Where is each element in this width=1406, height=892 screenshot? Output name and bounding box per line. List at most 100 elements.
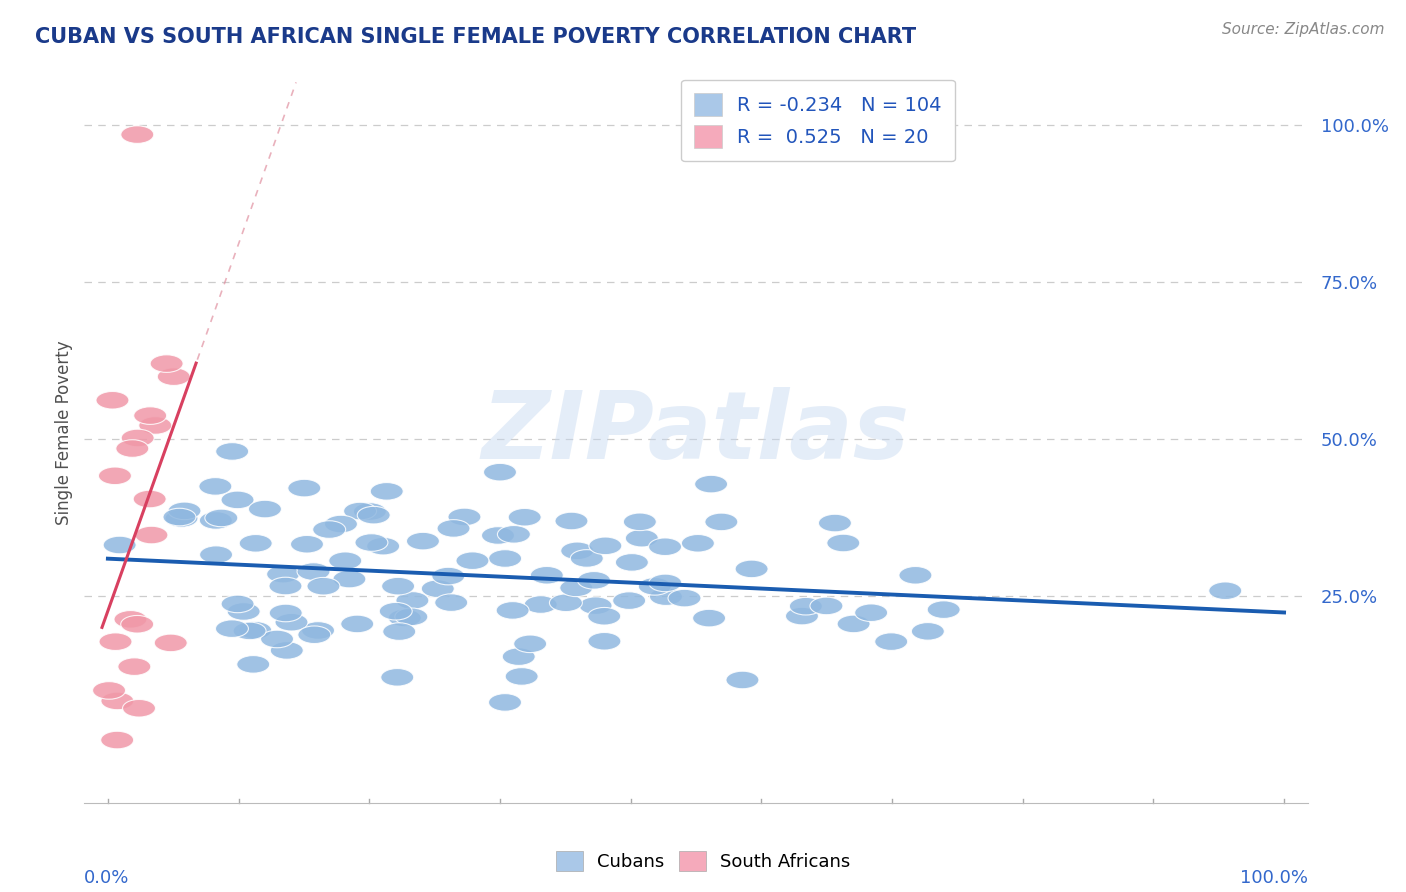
Ellipse shape <box>205 509 238 526</box>
Ellipse shape <box>325 516 357 533</box>
Ellipse shape <box>357 507 389 524</box>
Ellipse shape <box>911 623 945 640</box>
Ellipse shape <box>555 512 588 530</box>
Ellipse shape <box>157 368 190 385</box>
Ellipse shape <box>381 577 415 595</box>
Ellipse shape <box>381 668 413 686</box>
Ellipse shape <box>682 534 714 552</box>
Ellipse shape <box>101 692 134 710</box>
Ellipse shape <box>406 533 440 550</box>
Text: CUBAN VS SOUTH AFRICAN SINGLE FEMALE POVERTY CORRELATION CHART: CUBAN VS SOUTH AFRICAN SINGLE FEMALE POV… <box>35 27 917 47</box>
Ellipse shape <box>496 601 529 619</box>
Text: Source: ZipAtlas.com: Source: ZipAtlas.com <box>1222 22 1385 37</box>
Ellipse shape <box>333 570 366 588</box>
Ellipse shape <box>695 475 727 493</box>
Ellipse shape <box>560 579 593 597</box>
Ellipse shape <box>233 622 266 640</box>
Ellipse shape <box>388 609 422 627</box>
Ellipse shape <box>456 552 489 569</box>
Ellipse shape <box>354 533 388 551</box>
Ellipse shape <box>422 580 454 598</box>
Ellipse shape <box>121 126 153 144</box>
Ellipse shape <box>875 632 908 650</box>
Ellipse shape <box>530 566 564 584</box>
Ellipse shape <box>121 429 155 447</box>
Ellipse shape <box>434 594 468 611</box>
Ellipse shape <box>550 594 582 612</box>
Ellipse shape <box>343 502 377 520</box>
Ellipse shape <box>481 526 515 544</box>
Ellipse shape <box>298 626 330 643</box>
Ellipse shape <box>725 671 759 689</box>
Ellipse shape <box>693 609 725 627</box>
Legend: R = -0.234   N = 104, R =  0.525   N = 20: R = -0.234 N = 104, R = 0.525 N = 20 <box>681 79 955 161</box>
Y-axis label: Single Female Poverty: Single Female Poverty <box>55 341 73 524</box>
Ellipse shape <box>396 591 429 609</box>
Ellipse shape <box>239 622 271 639</box>
Ellipse shape <box>228 603 260 620</box>
Ellipse shape <box>588 607 620 625</box>
Ellipse shape <box>340 615 374 632</box>
Ellipse shape <box>239 534 273 552</box>
Ellipse shape <box>650 588 682 606</box>
Ellipse shape <box>571 549 603 567</box>
Ellipse shape <box>200 512 232 529</box>
Ellipse shape <box>329 552 361 569</box>
Text: 100.0%: 100.0% <box>1240 870 1308 888</box>
Ellipse shape <box>648 574 682 591</box>
Ellipse shape <box>134 491 166 508</box>
Ellipse shape <box>616 554 648 571</box>
Ellipse shape <box>215 442 249 460</box>
Ellipse shape <box>367 537 399 555</box>
Ellipse shape <box>432 567 465 585</box>
Ellipse shape <box>165 509 198 527</box>
Ellipse shape <box>810 597 842 615</box>
Ellipse shape <box>735 560 768 578</box>
Ellipse shape <box>236 656 270 673</box>
Ellipse shape <box>578 572 610 589</box>
Ellipse shape <box>648 538 682 556</box>
Ellipse shape <box>524 596 557 614</box>
Text: 0.0%: 0.0% <box>84 870 129 888</box>
Ellipse shape <box>155 634 187 652</box>
Ellipse shape <box>382 623 416 640</box>
Ellipse shape <box>437 520 470 537</box>
Ellipse shape <box>200 546 232 564</box>
Ellipse shape <box>135 526 167 544</box>
Ellipse shape <box>122 699 156 717</box>
Ellipse shape <box>267 566 299 583</box>
Ellipse shape <box>312 521 346 538</box>
Ellipse shape <box>270 641 304 659</box>
Ellipse shape <box>489 549 522 567</box>
Ellipse shape <box>498 525 530 543</box>
Ellipse shape <box>270 604 302 622</box>
Ellipse shape <box>626 530 658 547</box>
Ellipse shape <box>579 597 612 615</box>
Ellipse shape <box>827 534 860 552</box>
Ellipse shape <box>101 731 134 749</box>
Ellipse shape <box>588 632 621 650</box>
Ellipse shape <box>927 601 960 618</box>
Ellipse shape <box>837 615 870 632</box>
Ellipse shape <box>307 577 340 595</box>
Ellipse shape <box>215 620 249 638</box>
Ellipse shape <box>139 417 172 434</box>
Ellipse shape <box>249 500 281 518</box>
Ellipse shape <box>561 542 593 559</box>
Ellipse shape <box>505 667 538 685</box>
Text: ZIPatlas: ZIPatlas <box>482 386 910 479</box>
Ellipse shape <box>1209 582 1241 599</box>
Ellipse shape <box>134 407 167 425</box>
Ellipse shape <box>288 479 321 497</box>
Ellipse shape <box>395 608 427 625</box>
Ellipse shape <box>260 630 294 648</box>
Ellipse shape <box>484 464 516 481</box>
Ellipse shape <box>786 607 818 625</box>
Ellipse shape <box>898 566 932 584</box>
Ellipse shape <box>221 595 254 613</box>
Ellipse shape <box>513 635 547 653</box>
Ellipse shape <box>789 598 823 615</box>
Ellipse shape <box>623 513 657 531</box>
Ellipse shape <box>98 633 132 650</box>
Ellipse shape <box>98 467 131 484</box>
